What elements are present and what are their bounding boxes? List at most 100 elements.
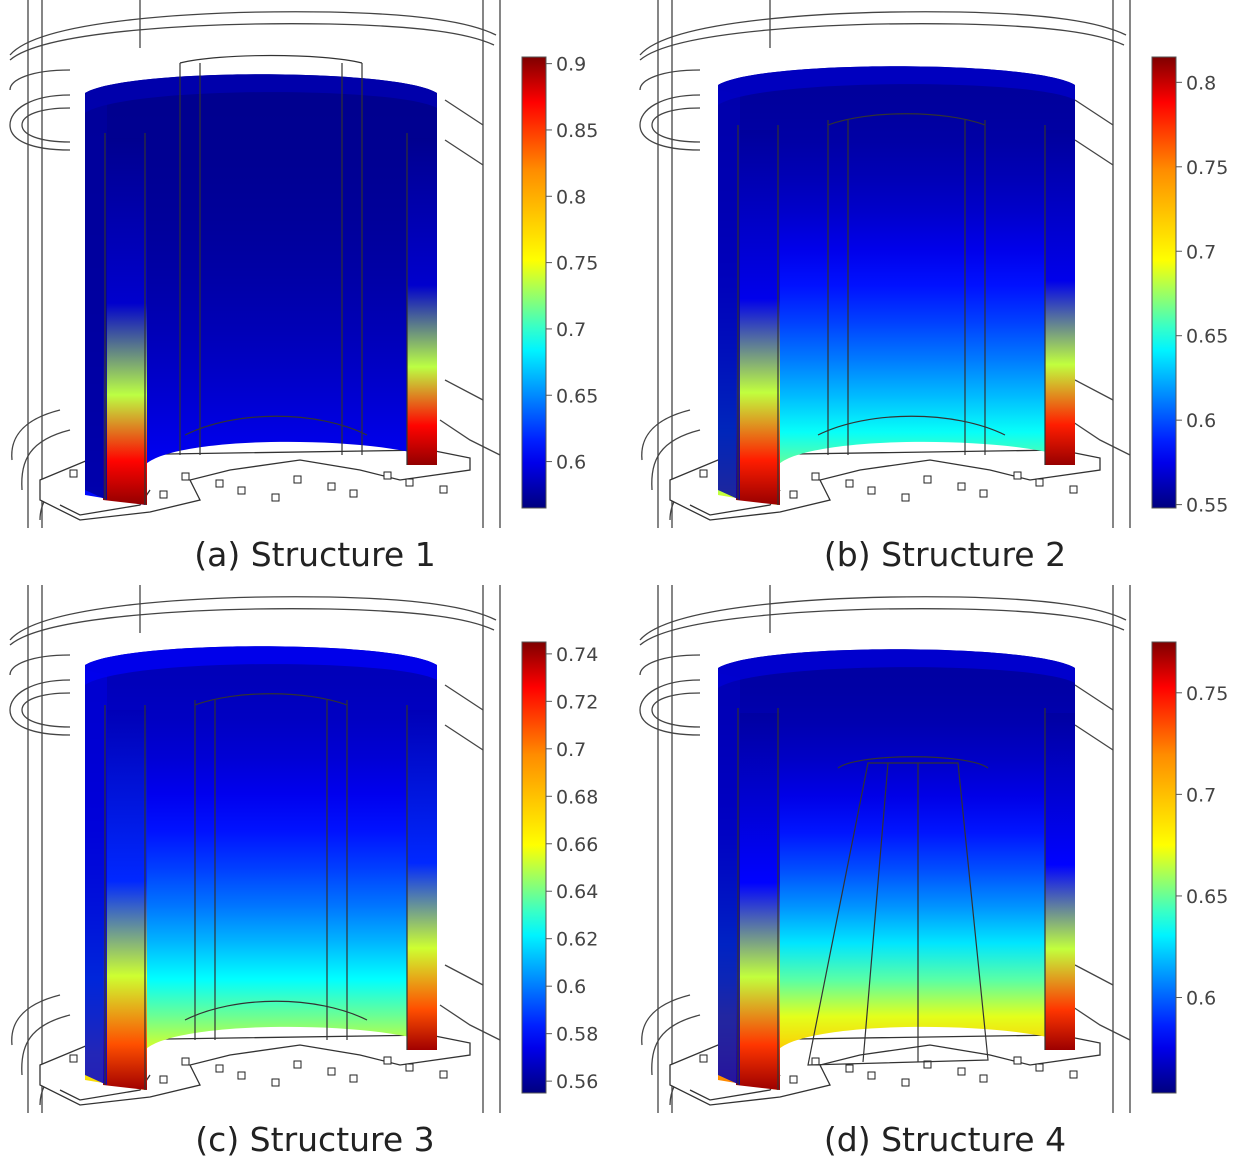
left-rim bbox=[85, 98, 107, 500]
bolt-hole bbox=[1013, 471, 1022, 480]
frame-ring bbox=[9, 596, 497, 641]
panel-d-caption: (d) Structure 4 bbox=[823, 1120, 1067, 1159]
frame-ring bbox=[21, 429, 71, 491]
frame-ring bbox=[9, 608, 495, 646]
colorbar-tick-label: 0.75 bbox=[1186, 683, 1228, 705]
bolt-hole bbox=[901, 1078, 910, 1087]
frame-ring bbox=[651, 692, 701, 728]
hot-edge-left bbox=[103, 710, 147, 1090]
frame-line bbox=[444, 684, 484, 711]
temperature-field bbox=[718, 649, 1075, 1090]
colorbar-tick-label: 0.8 bbox=[1186, 72, 1216, 94]
bolt-hole bbox=[405, 478, 414, 487]
frame-line bbox=[444, 964, 484, 986]
bolt-hole bbox=[383, 471, 392, 480]
bolt-hole bbox=[1035, 478, 1044, 487]
bolt-hole bbox=[699, 1054, 708, 1063]
frame-ring bbox=[639, 94, 701, 151]
temperature-field bbox=[85, 74, 437, 505]
frame-line bbox=[1069, 1004, 1131, 1041]
frame-ring bbox=[9, 11, 497, 56]
frame-line bbox=[1074, 964, 1114, 986]
bolt-hole bbox=[349, 1074, 358, 1083]
cone-line bbox=[862, 762, 889, 1063]
colorbar-tick-label: 0.8 bbox=[556, 186, 586, 208]
colorbar-tick-label: 0.66 bbox=[556, 834, 598, 856]
bolt-hole bbox=[69, 469, 78, 478]
frame-ring bbox=[11, 409, 61, 461]
colorbar-tick-label: 0.64 bbox=[556, 881, 598, 903]
hot-edge-right bbox=[407, 138, 437, 465]
colorbar-tick-label: 0.65 bbox=[556, 385, 598, 407]
frame-line bbox=[444, 139, 484, 166]
bolt-hole bbox=[271, 493, 280, 502]
bolt-hole bbox=[699, 469, 708, 478]
panel-a-caption: (a) Structure 1 bbox=[194, 535, 436, 574]
frame-lines bbox=[9, 585, 501, 1113]
bolt-hole bbox=[439, 485, 448, 494]
hot-edge-left bbox=[103, 138, 147, 505]
bolt-hole bbox=[845, 1064, 854, 1073]
colorbar bbox=[521, 56, 547, 509]
bolt-hole bbox=[789, 490, 798, 499]
cylinder-wall bbox=[85, 74, 437, 505]
bolt-hole bbox=[1013, 1056, 1022, 1065]
bolt-hole bbox=[979, 489, 988, 498]
base-plate-outline bbox=[39, 1034, 471, 1106]
bolt-hole bbox=[811, 472, 820, 481]
temperature-field bbox=[85, 646, 437, 1090]
colorbar bbox=[521, 641, 547, 1094]
frame-ring bbox=[651, 107, 701, 143]
hot-edge-left bbox=[736, 713, 780, 1090]
colorbar-tick-label: 0.7 bbox=[556, 739, 586, 761]
panel-a-figure: 0.9 0.85 0.8 0.75 0.7 0.65 0.6 bbox=[9, 0, 598, 528]
panel-c-caption: (c) Structure 3 bbox=[195, 1120, 435, 1159]
colorbar-tick-label: 0.55 bbox=[1186, 495, 1228, 517]
colorbar-tick-label: 0.6 bbox=[556, 976, 586, 998]
bolt-hole bbox=[181, 1057, 190, 1066]
frame-lines bbox=[639, 585, 1131, 1113]
inner-frame bbox=[104, 54, 408, 505]
colorbar-tick-label: 0.56 bbox=[556, 1071, 598, 1093]
panel-a: 0.9 0.85 0.8 0.75 0.7 0.65 0.6 (a) Structure 1 bbox=[0, 0, 630, 584]
cylinder-wall bbox=[85, 646, 437, 1090]
frame-line bbox=[1074, 684, 1114, 711]
frame-ring bbox=[639, 654, 701, 676]
frame-ring bbox=[639, 69, 701, 91]
bolt-hole bbox=[789, 1075, 798, 1084]
bolt-hole bbox=[957, 482, 966, 491]
colorbar-tick-label: 0.7 bbox=[1186, 784, 1216, 806]
base-plate-outline bbox=[39, 449, 471, 521]
colorbar-tick-label: 0.62 bbox=[556, 929, 598, 951]
bolt-hole bbox=[1069, 485, 1078, 494]
inner-frame bbox=[737, 708, 1046, 1090]
frame-line bbox=[1074, 379, 1114, 401]
bolt-hole bbox=[811, 1057, 820, 1066]
colorbar-tick-label: 0.85 bbox=[556, 120, 598, 142]
bolt-hole bbox=[215, 479, 224, 488]
frame-ring bbox=[9, 679, 71, 736]
colorbar-tick-label: 0.68 bbox=[556, 786, 598, 808]
bolt-hole bbox=[1069, 1070, 1078, 1079]
hot-edge-right bbox=[1045, 130, 1075, 465]
panel-b: 0.8 0.75 0.7 0.65 0.6 0.55 (b) Structure 2 bbox=[630, 0, 1260, 584]
frame-ring bbox=[9, 654, 71, 676]
panel-c-figure: 0.74 0.72 0.7 0.68 0.66 0.64 0.62 0.6 0.58 0.56 bbox=[9, 585, 598, 1113]
top-band bbox=[718, 649, 1075, 688]
frame-line bbox=[444, 379, 484, 401]
bolt-hole bbox=[1035, 1063, 1044, 1072]
frame-line bbox=[439, 1004, 501, 1041]
inner-frame bbox=[737, 113, 1046, 505]
colorbar-tick-label: 0.6 bbox=[1186, 988, 1216, 1010]
frame-ring bbox=[639, 679, 701, 736]
frame-line bbox=[444, 724, 484, 751]
frame-ring bbox=[639, 596, 1127, 641]
colorbar-tick-label: 0.6 bbox=[1186, 410, 1216, 432]
bolt-hole bbox=[237, 486, 246, 495]
left-rim bbox=[718, 90, 740, 500]
colorbar-tick-label: 0.75 bbox=[1186, 157, 1228, 179]
hot-edge-right bbox=[407, 710, 437, 1050]
colorbar-tick-label: 0.9 bbox=[556, 54, 586, 76]
frame-ring bbox=[651, 429, 701, 491]
frame-ring bbox=[639, 608, 1125, 646]
